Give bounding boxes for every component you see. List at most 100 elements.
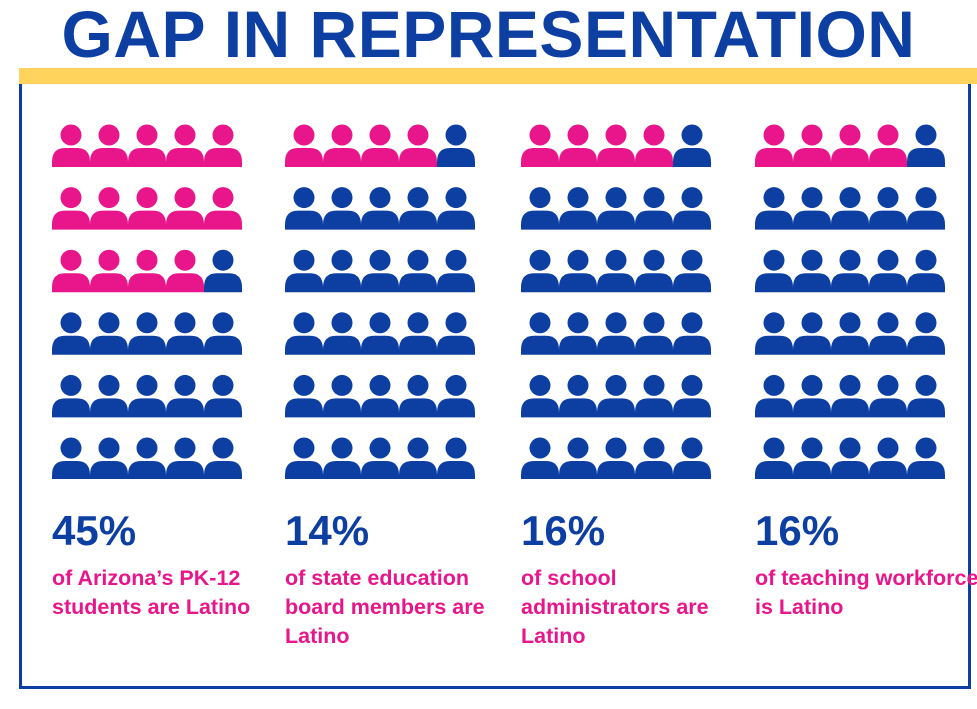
person-icon-latino <box>204 187 242 230</box>
person-icon-other <box>521 249 559 293</box>
person-icon-other <box>361 374 399 418</box>
description: of school administrators are Latino <box>521 566 709 648</box>
person-icon-other <box>755 187 793 230</box>
percent-label: 45% <box>52 507 137 554</box>
person-icon-other <box>793 437 831 479</box>
person-icon-other <box>793 374 831 418</box>
panel-students: 45% of Arizona’s PK-12 students are Lati… <box>52 124 282 619</box>
person-icon-other <box>755 312 793 355</box>
person-icon-other <box>90 312 128 355</box>
person-icon-latino <box>128 187 166 230</box>
person-icon-other <box>521 187 559 230</box>
person-icon-other <box>907 312 945 355</box>
person-icon-other <box>635 437 673 479</box>
person-icon-latino <box>166 249 204 293</box>
person-icon-other <box>166 312 204 355</box>
person-icon-other <box>521 374 559 418</box>
person-icon-other <box>635 187 673 230</box>
person-icon-other <box>399 374 437 418</box>
person-icon-other <box>361 437 399 479</box>
person-icon-other <box>204 437 242 479</box>
person-icon-latino <box>559 124 597 167</box>
person-icon-latino <box>831 124 869 167</box>
page-title: GAP IN REPRESENTATION <box>61 0 916 71</box>
person-icon-other <box>755 374 793 418</box>
person-icon-other <box>285 374 323 418</box>
person-icon-other <box>285 437 323 479</box>
panel-administrators: 16% of school administrators are Latino <box>521 124 751 648</box>
person-icon-other <box>869 187 907 230</box>
person-icon-latino <box>166 124 204 167</box>
person-icon-latino <box>204 124 242 167</box>
person-icon-other <box>755 437 793 479</box>
person-icon-other <box>285 249 323 293</box>
person-icon-other <box>907 124 945 167</box>
person-icon-other <box>204 249 242 293</box>
person-icon-other <box>673 249 711 293</box>
person-icon-other <box>831 187 869 230</box>
description: of state education board members are Lat… <box>285 566 485 648</box>
person-icon-other <box>869 249 907 293</box>
person-icon-latino <box>52 249 90 293</box>
content-frame <box>19 84 971 689</box>
person-icon-other <box>907 187 945 230</box>
person-icon-other <box>831 437 869 479</box>
description: of Arizona’s PK-12 students are Latino <box>52 566 251 619</box>
person-icon-other <box>635 312 673 355</box>
person-icon-other <box>323 312 361 355</box>
person-icon-other <box>521 312 559 355</box>
person-icon-other <box>437 374 475 418</box>
person-icon-other <box>323 249 361 293</box>
person-icon-latino <box>90 249 128 293</box>
person-icon-other <box>559 187 597 230</box>
person-icon-other <box>166 374 204 418</box>
person-icon-other <box>399 437 437 479</box>
person-icon-other <box>597 312 635 355</box>
person-icon-other <box>793 187 831 230</box>
person-icon-other <box>52 374 90 418</box>
person-icon-other <box>323 374 361 418</box>
person-icon-latino <box>755 124 793 167</box>
person-icon-latino <box>635 124 673 167</box>
person-icon-other <box>559 374 597 418</box>
person-icon-other <box>869 312 907 355</box>
person-icon-latino <box>285 124 323 167</box>
person-icon-other <box>907 249 945 293</box>
person-icon-other <box>323 187 361 230</box>
person-icon-other <box>831 312 869 355</box>
person-icon-other <box>399 312 437 355</box>
person-icon-other <box>204 312 242 355</box>
person-icon-other <box>831 374 869 418</box>
person-icon-latino <box>128 124 166 167</box>
person-icon-other <box>437 249 475 293</box>
person-icon-latino <box>597 124 635 167</box>
person-icon-other <box>755 249 793 293</box>
person-icon-other <box>166 437 204 479</box>
person-icon-other <box>869 374 907 418</box>
person-icon-latino <box>128 249 166 293</box>
person-icon-other <box>559 249 597 293</box>
pictograph-grid <box>285 124 475 479</box>
panel-teachers: 16% of teaching workforce is Latino <box>755 124 977 619</box>
person-icon-latino <box>166 187 204 230</box>
person-icon-other <box>559 437 597 479</box>
person-icon-other <box>597 374 635 418</box>
person-icon-other <box>361 249 399 293</box>
person-icon-other <box>361 187 399 230</box>
person-icon-other <box>673 437 711 479</box>
person-icon-other <box>673 312 711 355</box>
person-icon-other <box>128 312 166 355</box>
person-icon-latino <box>90 124 128 167</box>
person-icon-other <box>673 374 711 418</box>
person-icon-other <box>323 437 361 479</box>
person-icon-other <box>793 312 831 355</box>
person-icon-other <box>437 124 475 167</box>
person-icon-other <box>437 437 475 479</box>
person-icon-other <box>285 312 323 355</box>
person-icon-other <box>793 249 831 293</box>
person-icon-other <box>361 312 399 355</box>
person-icon-latino <box>52 124 90 167</box>
person-icon-other <box>128 374 166 418</box>
person-icon-latino <box>399 124 437 167</box>
person-icon-other <box>521 437 559 479</box>
